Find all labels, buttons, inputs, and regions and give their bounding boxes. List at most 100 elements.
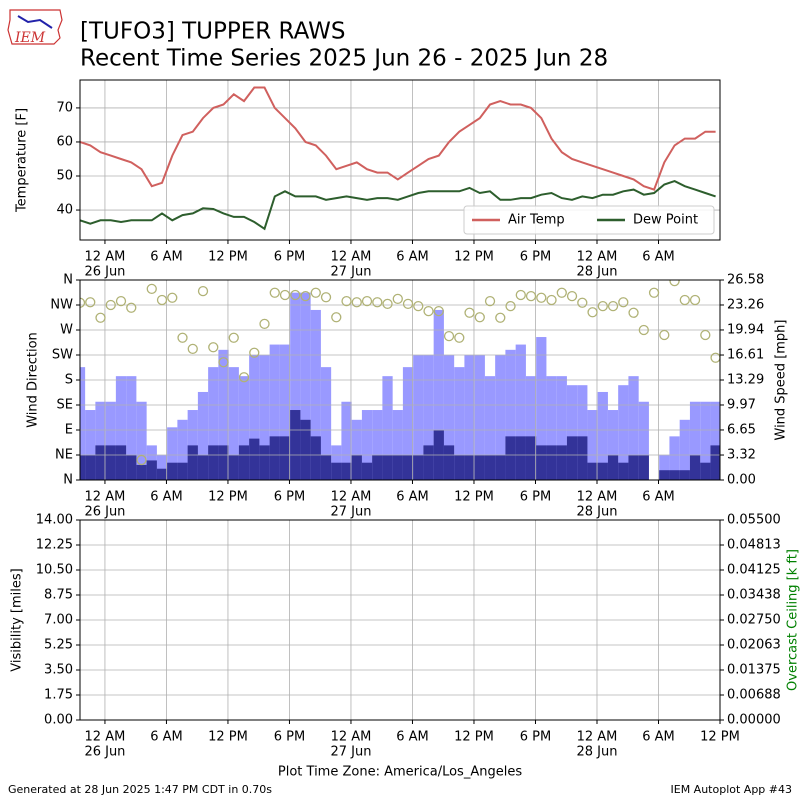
wind-bar <box>669 470 680 480</box>
direction-point <box>577 297 588 308</box>
x-tick-label: 6 PM <box>274 490 305 505</box>
footer-left: Generated at 28 Jun 2025 1:47 PM CDT in … <box>8 783 272 796</box>
wind-bar <box>279 436 291 480</box>
y-tick-label: 3.50 <box>44 663 73 678</box>
direction-point <box>382 298 393 310</box>
x-tick-label: 12 PM <box>208 730 248 745</box>
x-tick-label: 6 AM <box>150 730 183 745</box>
wind-bar <box>105 401 116 480</box>
x-tick-label: 12 AM <box>331 490 372 505</box>
direction-point <box>638 324 649 336</box>
direction-point <box>238 372 250 383</box>
x-tick-label: 12 AM <box>331 730 372 745</box>
x-tick-label: 12 AM <box>577 730 618 745</box>
direction-point <box>443 330 455 342</box>
wind-bar <box>700 401 711 480</box>
direction-point <box>259 318 270 330</box>
wind-bar <box>546 445 557 480</box>
direction-point <box>648 287 660 298</box>
legend-label: Dew Point <box>633 213 698 228</box>
direction-point <box>423 305 434 317</box>
y-tick-label: 0.00 <box>44 713 73 728</box>
direction-point <box>372 297 383 308</box>
wind-bar <box>689 455 701 480</box>
x-tick-date: 26 Jun <box>84 745 125 760</box>
direction-point <box>566 290 578 302</box>
wind-bar <box>249 438 260 480</box>
y2-axis-label: Overcast Ceiling [k ft] <box>786 549 800 691</box>
direction-point <box>156 294 168 306</box>
y-tick-label: 70 <box>56 100 73 115</box>
wind-bar <box>464 455 475 480</box>
wind-bar <box>80 455 86 480</box>
wind-bar <box>638 455 649 480</box>
wind-bar <box>300 419 311 480</box>
wind-bar <box>290 292 301 480</box>
direction-point <box>249 347 260 358</box>
plot-frame <box>79 79 721 241</box>
x-tick-label: 12 PM <box>454 490 494 505</box>
y-tick-label: NE <box>55 448 73 463</box>
direction-point <box>105 299 116 311</box>
x-tick-label: 12 PM <box>454 730 494 745</box>
y-axis-label: Visibility [miles] <box>10 568 25 671</box>
wind-bar <box>536 337 547 480</box>
y2-axis-label: Wind Speed [mph] <box>774 320 789 441</box>
wind-bar <box>577 385 588 480</box>
y2-tick-label: 0.00688 <box>727 688 781 703</box>
x-tick-label: 6 AM <box>642 250 675 265</box>
wind-bar <box>279 344 291 480</box>
data-line <box>80 180 716 231</box>
wind-bar <box>341 462 352 480</box>
wind-bar <box>177 462 188 480</box>
direction-point <box>689 294 701 306</box>
x-tick-label: 6 AM <box>642 490 675 505</box>
wind-bar <box>167 427 178 480</box>
y2-tick-label: 0.02063 <box>727 638 781 653</box>
direction-point <box>85 297 96 308</box>
y2-tick-label: 0.05500 <box>727 513 781 528</box>
direction-point <box>136 454 147 466</box>
y-tick-label: N <box>63 273 73 288</box>
wind-bar <box>566 385 578 480</box>
direction-point <box>279 289 291 301</box>
direction-point <box>474 312 485 323</box>
direction-point <box>618 297 629 308</box>
x-tick-label: 6 AM <box>150 490 183 505</box>
y-tick-label: NW <box>50 298 73 313</box>
wind-bar <box>597 391 608 480</box>
wind-bar <box>269 344 280 480</box>
wind-bar <box>638 401 649 480</box>
wind-bar <box>187 445 198 480</box>
x-tick-label: 12 PM <box>208 250 248 265</box>
wind-bar <box>351 419 362 480</box>
wind-bar <box>238 376 250 480</box>
wind-bar <box>126 455 137 480</box>
wind-bar <box>679 419 690 480</box>
wind-bar <box>218 349 229 480</box>
wind-bar <box>659 470 670 480</box>
wind-bar <box>228 367 239 480</box>
wind-bar <box>433 309 444 480</box>
x-tick-date: 27 Jun <box>330 505 371 520</box>
logo-lines <box>17 15 53 29</box>
wind-bar <box>515 436 526 480</box>
logo-text: IEM <box>14 30 46 46</box>
y2-tick-label: 0.04813 <box>727 538 781 553</box>
wind-bar <box>218 445 229 480</box>
x-tick-label: 6 PM <box>520 730 551 745</box>
x-tick-label: 6 AM <box>396 490 429 505</box>
direction-point <box>556 287 567 298</box>
y-tick-label: 12.25 <box>36 538 73 553</box>
y2-tick-label: 0.00 <box>727 473 756 488</box>
direction-point <box>587 307 598 318</box>
wind-bar <box>423 355 434 480</box>
x-tick-label: 6 AM <box>396 250 429 265</box>
x-tick-label: 12 AM <box>85 490 126 505</box>
wind-bar <box>669 436 680 480</box>
direction-point <box>628 307 639 318</box>
wind-bar <box>607 455 619 480</box>
y2-tick-label: 0.01375 <box>727 663 781 678</box>
direction-point <box>495 312 506 323</box>
wind-bar <box>156 455 168 480</box>
